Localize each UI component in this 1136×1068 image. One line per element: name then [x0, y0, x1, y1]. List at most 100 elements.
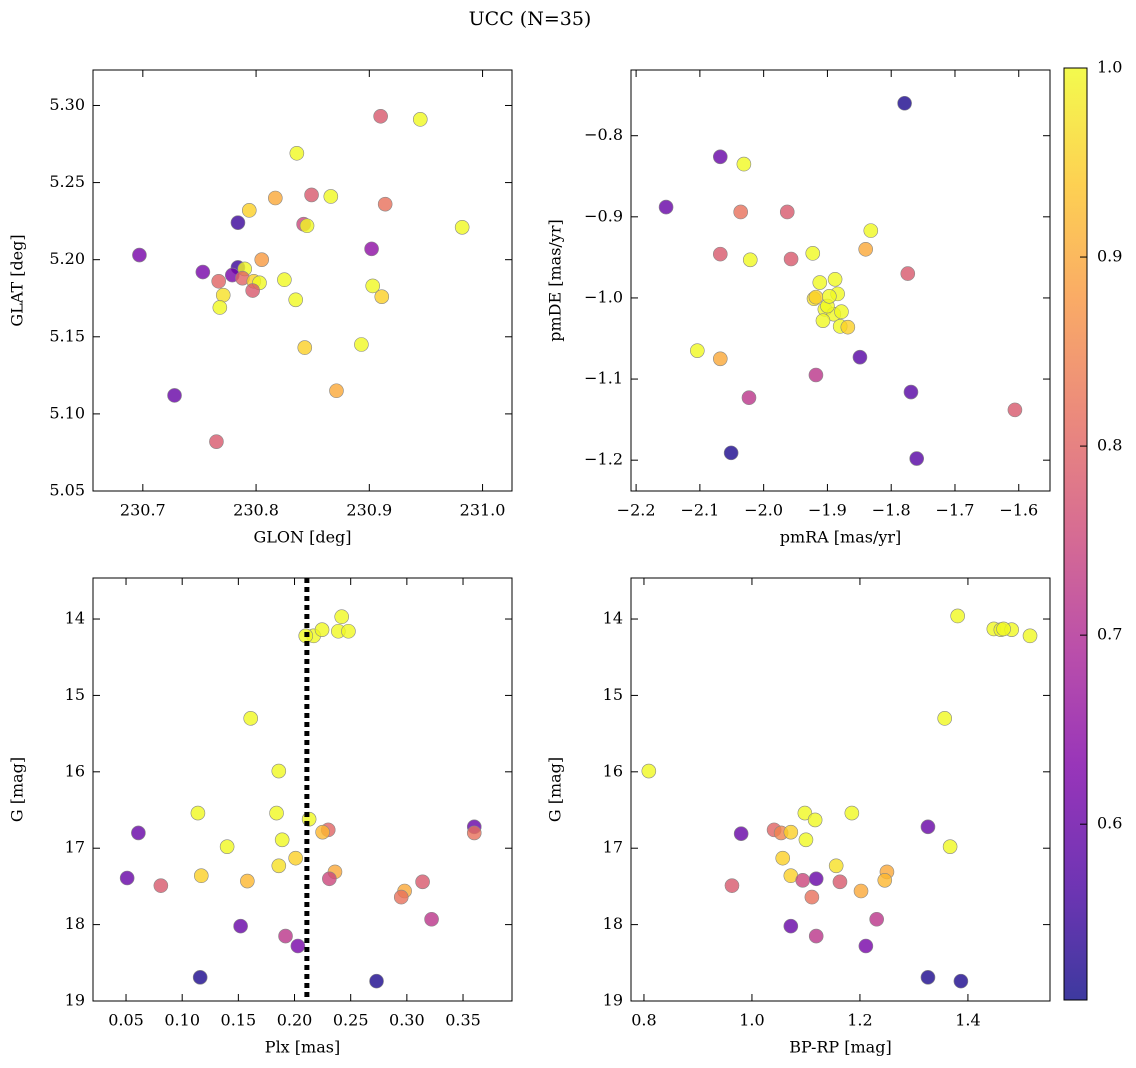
- star: [942, 839, 958, 854]
- star: [733, 826, 749, 841]
- y-tick-label: 5.05: [49, 481, 85, 500]
- x-tick-label: −2.1: [680, 501, 719, 520]
- star: [240, 873, 255, 889]
- star: [920, 819, 936, 835]
- star: [377, 196, 393, 212]
- x-tick-label: 0.05: [108, 1011, 144, 1030]
- star: [374, 289, 390, 304]
- star: [1022, 628, 1038, 644]
- colorbar: [1064, 68, 1087, 1000]
- star: [812, 275, 828, 290]
- star: [299, 218, 315, 234]
- x-tick-label: 1.4: [955, 1011, 980, 1030]
- star: [373, 108, 388, 124]
- y-tick-label: 14: [65, 609, 85, 628]
- x-tick-label: −2.2: [617, 501, 656, 520]
- axes-frame: [630, 69, 1051, 492]
- star: [822, 289, 837, 304]
- star: [334, 609, 350, 625]
- star: [805, 246, 821, 261]
- star: [724, 878, 740, 893]
- star: [288, 850, 303, 866]
- star: [863, 223, 879, 238]
- star: [131, 825, 146, 841]
- star: [1007, 402, 1023, 418]
- star: [190, 805, 206, 821]
- star: [329, 383, 344, 399]
- star: [274, 832, 290, 848]
- star: [193, 868, 209, 884]
- y-tick-label: 5.20: [49, 249, 85, 268]
- x-tick-label: 0.15: [221, 1011, 257, 1030]
- y-tick-label: 15: [65, 685, 85, 704]
- star: [834, 304, 849, 320]
- y-tick-label: 15: [603, 685, 623, 704]
- star: [254, 252, 270, 267]
- star: [304, 187, 319, 203]
- star: [466, 825, 482, 841]
- y-tick-label: 16: [65, 761, 85, 780]
- star: [807, 812, 823, 828]
- star: [909, 451, 925, 466]
- star: [132, 247, 147, 263]
- star: [290, 938, 306, 954]
- star: [844, 805, 860, 821]
- axes-frame: [92, 577, 513, 1002]
- x-tick-label: 0.10: [164, 1011, 200, 1030]
- star: [733, 204, 748, 220]
- star: [797, 805, 813, 821]
- star: [779, 204, 795, 220]
- star: [219, 839, 235, 854]
- y-tick-label: −1.1: [584, 369, 623, 388]
- star: [950, 608, 965, 624]
- star: [278, 928, 293, 944]
- star: [245, 283, 260, 298]
- star: [230, 215, 246, 230]
- star: [341, 623, 356, 639]
- star: [297, 340, 313, 355]
- colorbar-tick-label: 1.0: [1097, 58, 1122, 77]
- x-tick-label: −1.6: [999, 501, 1038, 520]
- y-tick-label: 16: [603, 761, 623, 780]
- star: [690, 343, 705, 358]
- star: [271, 858, 287, 874]
- star: [289, 145, 305, 161]
- star: [783, 824, 799, 840]
- star: [211, 273, 226, 289]
- star: [412, 112, 428, 127]
- axes-frame: [630, 577, 1051, 1002]
- x-tick-label: 230.8: [233, 501, 279, 520]
- star: [195, 264, 211, 280]
- star: [953, 973, 969, 989]
- star: [243, 711, 259, 726]
- colorbar-frame: [1063, 67, 1088, 1001]
- star: [269, 805, 284, 821]
- star: [215, 287, 231, 303]
- x-tick-label: 0.25: [333, 1011, 369, 1030]
- x-tick-label: −1.9: [808, 501, 847, 520]
- star: [741, 390, 757, 406]
- star: [271, 763, 287, 779]
- x-axis-label: pmRA [mas/yr]: [780, 528, 902, 547]
- star: [840, 319, 856, 335]
- star: [364, 241, 379, 257]
- star: [712, 149, 728, 165]
- y-tick-label: 14: [603, 609, 623, 628]
- star: [424, 911, 439, 927]
- star: [996, 621, 1011, 637]
- x-tick-label: −2.0: [744, 501, 783, 520]
- star: [808, 289, 824, 305]
- star: [192, 970, 208, 985]
- star: [241, 203, 257, 218]
- y-axis-label: G [mag]: [8, 757, 27, 822]
- y-tick-label: 5.15: [49, 326, 85, 345]
- star: [369, 973, 384, 989]
- star: [268, 190, 283, 206]
- star: [354, 337, 369, 352]
- star: [783, 918, 799, 934]
- y-tick-label: 18: [65, 914, 85, 933]
- star: [153, 878, 169, 893]
- star: [852, 349, 868, 365]
- y-tick-label: −0.8: [584, 125, 623, 144]
